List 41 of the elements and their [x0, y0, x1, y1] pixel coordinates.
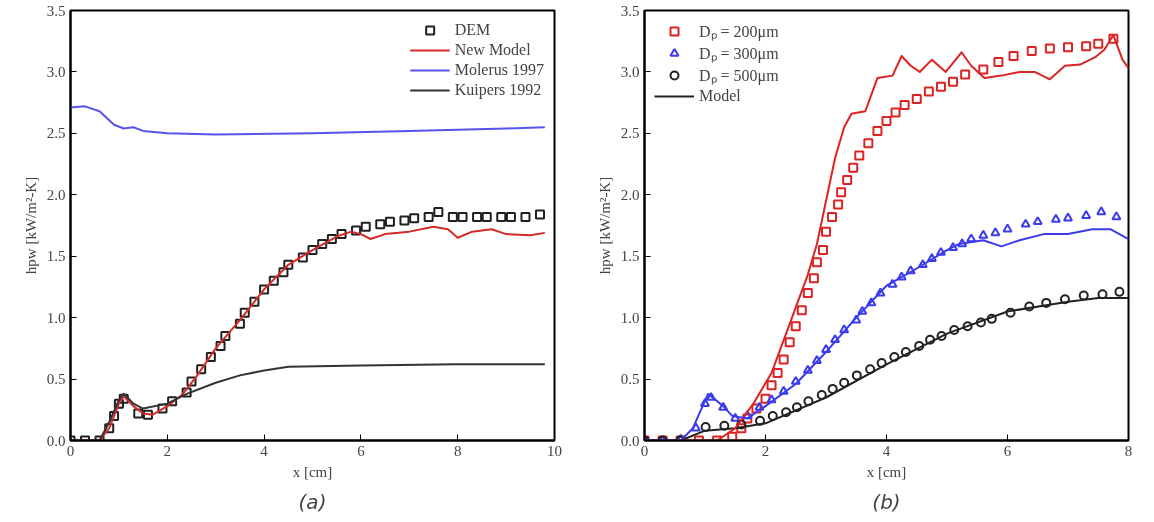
x-tick-label: 6 — [357, 442, 366, 459]
x-tick-label: 4 — [260, 442, 269, 459]
y-tick-label: 0.0 — [620, 432, 640, 449]
text: (a) — [298, 489, 327, 514]
legend-label: DEM — [454, 21, 491, 39]
legend-label: Dₚ = 300μm — [699, 44, 779, 64]
y-tick-label: 3.0 — [620, 63, 640, 80]
y-axis-title: hpw [kW/m²-K] — [596, 176, 613, 275]
x-tick-label: 4 — [882, 442, 891, 459]
y-tick-label: 1.0 — [620, 309, 640, 326]
y-tick-label: 3.5 — [620, 2, 640, 19]
x-tick-label: 8 — [1124, 442, 1133, 459]
x-tick-label: 8 — [453, 442, 462, 459]
y-tick-label: 0.5 — [46, 371, 66, 388]
x-tick-label: 6 — [1003, 442, 1012, 459]
y-tick-label: 1.5 — [46, 248, 66, 265]
y-tick-label: 2.0 — [46, 186, 66, 203]
legend-label: Dₚ = 500μm — [699, 66, 779, 86]
y-tick-label: 2.5 — [620, 125, 640, 142]
x-tick-label: 2 — [761, 442, 770, 459]
x-tick-label: 0 — [640, 442, 649, 459]
y-axis-title: hpw [kW/m²-K] — [22, 176, 39, 275]
y-tick-label: 1.5 — [620, 248, 640, 265]
legend-label: New Model — [454, 41, 531, 59]
y-tick-label: 2.5 — [46, 125, 66, 142]
x-axis-title: x [cm] — [866, 463, 907, 480]
y-tick-label: 0.5 — [620, 371, 640, 388]
text: (b) — [872, 489, 901, 514]
x-tick-label: 0 — [66, 442, 75, 459]
x-tick-label: 10 — [547, 442, 562, 459]
legend-label: Dₚ = 200μm — [699, 22, 779, 42]
y-tick-label: 0.0 — [46, 432, 66, 449]
y-tick-label: 3.5 — [46, 2, 66, 19]
legend-label: Kuipers 1992 — [454, 81, 542, 99]
y-tick-label: 1.0 — [46, 309, 66, 326]
y-tick-label: 2.0 — [620, 186, 640, 203]
y-tick-label: 3.0 — [46, 63, 66, 80]
legend-label: Model — [699, 87, 741, 105]
x-axis-title: x [cm] — [292, 463, 333, 480]
legend-label: Molerus 1997 — [454, 61, 544, 79]
x-tick-label: 2 — [163, 442, 172, 459]
